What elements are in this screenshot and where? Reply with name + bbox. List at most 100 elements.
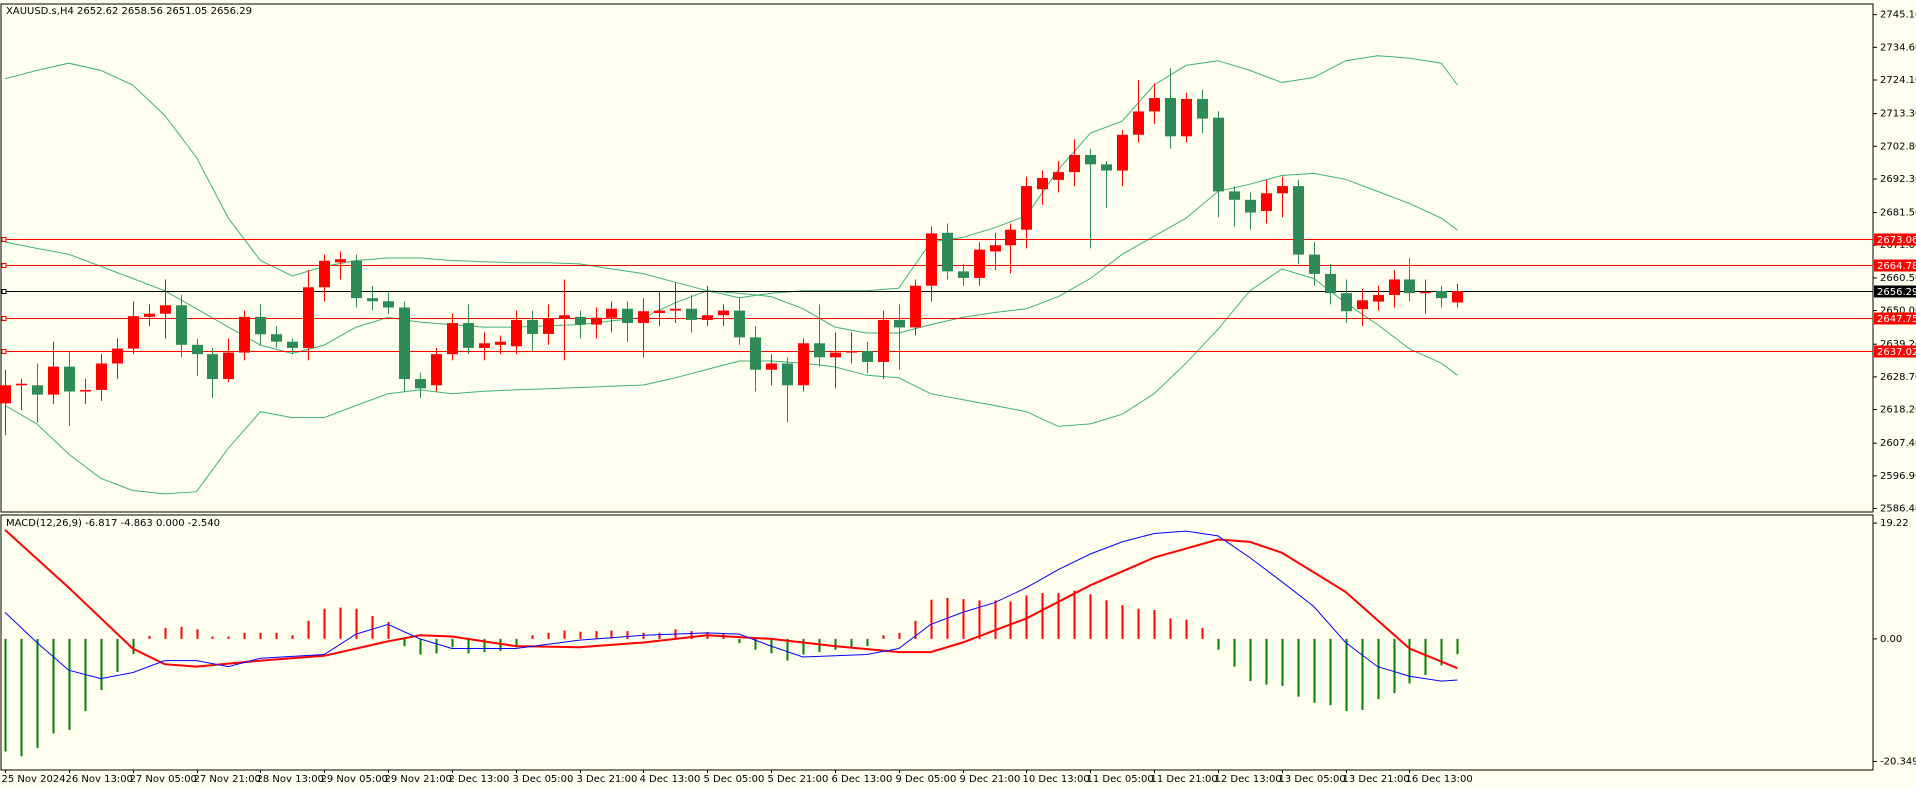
macd-pane-frame (0, 514, 1874, 771)
price-level-anchor (1, 237, 7, 242)
candle-body (0, 385, 11, 404)
price-level-badge (1874, 259, 1916, 272)
y-tick-label: 2702.80 (1880, 141, 1916, 152)
candle-body (1420, 291, 1431, 294)
candle-body (1245, 199, 1256, 213)
candle-body (495, 341, 506, 345)
x-tick-label: 12 Dec 13:00 (1215, 774, 1282, 785)
candle-body (559, 315, 570, 319)
x-tick-label: 9 Dec 05:00 (896, 774, 957, 785)
candle-body (1021, 186, 1032, 230)
price-level-badge (1874, 233, 1916, 246)
price-pane-frame (0, 3, 1874, 513)
candle-body (1325, 273, 1336, 294)
candle-body (926, 233, 937, 286)
y-tick-label: 2734.60 (1880, 42, 1916, 53)
candle-body (846, 351, 857, 353)
x-tick-label: 27 Nov 21:00 (194, 774, 261, 785)
x-tick-label: 2 Dec 13:00 (449, 774, 510, 785)
candle-body (463, 323, 474, 348)
y-tick-label: 2724.10 (1880, 75, 1916, 86)
x-tick-label: 25 Nov 2024 (2, 774, 66, 785)
candle-body (48, 366, 59, 395)
candle-body (670, 308, 681, 311)
price-level-anchor (1, 289, 7, 294)
candle-body (1404, 279, 1415, 294)
candle-body (910, 285, 921, 328)
price-level-label: 2673.06 (1877, 235, 1916, 246)
y-tick-label: 2596.90 (1880, 471, 1916, 482)
y-tick-label: 2650.00 (1880, 306, 1916, 317)
y-tick-label: 2618.20 (1880, 405, 1916, 416)
x-tick-label: 16 Dec 13:00 (1406, 774, 1473, 785)
candle-body (591, 317, 602, 325)
price-level-label: 2647.75 (1877, 314, 1916, 325)
candle-body (638, 311, 649, 324)
candle-body (96, 363, 107, 390)
candle-body (1037, 178, 1048, 190)
candle-body (1117, 134, 1128, 171)
x-tick-label: 5 Dec 21:00 (768, 774, 829, 785)
y-tick-label: 19.22 (1880, 518, 1909, 529)
candle-body (112, 348, 123, 364)
x-tick-label: 27 Nov 05:00 (130, 774, 197, 785)
candle-body (527, 319, 538, 334)
x-tick-label: 11 Dec 05:00 (1087, 774, 1154, 785)
candle-body (766, 363, 777, 370)
x-tick-label: 13 Dec 21:00 (1343, 774, 1410, 785)
y-tick-label: 2660.50 (1880, 273, 1916, 284)
candle-body (750, 337, 761, 370)
candle-body (1229, 191, 1240, 200)
candle-body (1373, 295, 1384, 302)
candle-body (192, 344, 203, 355)
candle-body (383, 301, 394, 308)
candle-body (223, 352, 234, 380)
candle-body (319, 260, 330, 288)
x-tick-label: 11 Dec 21:00 (1151, 774, 1218, 785)
price-level-label: 2664.78 (1877, 261, 1916, 272)
x-tick-label: 6 Dec 13:00 (832, 774, 893, 785)
candle-body (144, 313, 155, 317)
candle-body (814, 343, 825, 358)
candle-body (287, 341, 298, 348)
x-tick-label: 26 Nov 13:00 (66, 774, 133, 785)
plot-layer: 2745.10 2734.60 2724.10 2713.30 2702.80 2692.… (0, 10, 1916, 785)
candle-body (351, 260, 362, 299)
candle-body (575, 316, 586, 325)
macd-line (4, 530, 1458, 682)
candle-body (1149, 98, 1160, 112)
candle-body (303, 287, 314, 348)
candle-body (1181, 98, 1192, 137)
x-tick-label: 10 Dec 13:00 (1023, 774, 1090, 785)
candle-body (16, 383, 27, 386)
candle-body (878, 319, 889, 362)
candle-body (543, 318, 554, 334)
candle-body (335, 259, 346, 263)
candle-body (160, 305, 171, 314)
candle-body (830, 352, 841, 358)
candle-body (239, 316, 250, 353)
candle-body (1213, 117, 1224, 192)
candle-body (1005, 229, 1016, 246)
x-tick-label: 13 Dec 05:00 (1279, 774, 1346, 785)
x-tick-label: 28 Nov 13:00 (257, 774, 324, 785)
x-tick-label: 3 Dec 21:00 (577, 774, 638, 785)
candle-body (431, 354, 442, 386)
candle-body (1069, 154, 1080, 173)
price-level-anchor (1, 316, 7, 321)
candle-body (894, 319, 905, 328)
price-level-label: 2637.02 (1877, 347, 1916, 358)
symbol-header: XAUUSD.s,H4 2652.62 2658.56 2651.05 2656… (6, 6, 252, 17)
candle-body (1165, 98, 1176, 137)
x-tick-label: 9 Dec 21:00 (960, 774, 1021, 785)
candle-body (1309, 254, 1320, 274)
candle-body (782, 363, 793, 386)
y-tick-label: 2639.20 (1880, 339, 1916, 350)
y-tick-label: 2607.40 (1880, 438, 1916, 449)
candle-body (1277, 186, 1288, 194)
candle-body (654, 310, 665, 314)
y-tick-label: 2745.10 (1880, 10, 1916, 21)
candle-body (734, 310, 745, 338)
